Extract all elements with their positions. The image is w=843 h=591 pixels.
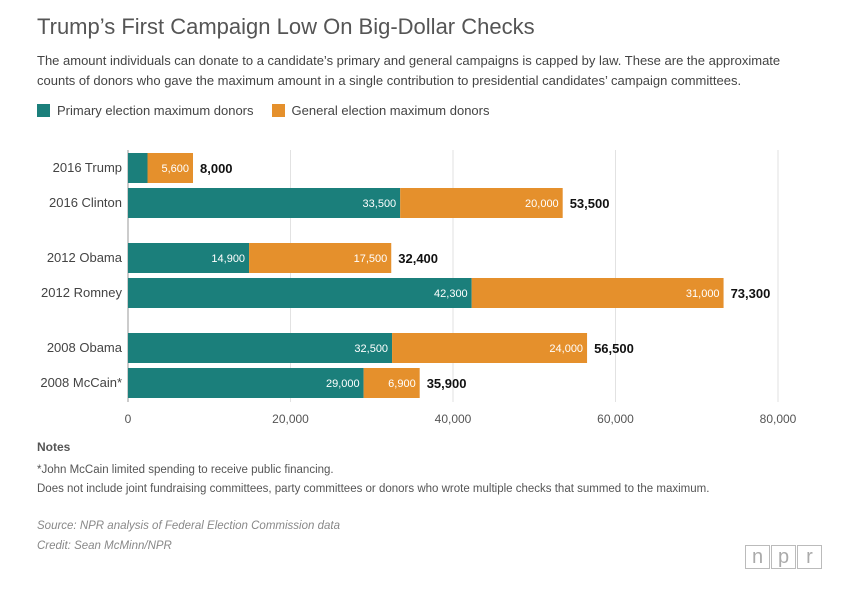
category-label: 2008 McCain*: [40, 375, 122, 390]
bar-general: [147, 153, 193, 183]
x-tick-label: 40,000: [435, 412, 472, 426]
note-line-1: *John McCain limited spending to receive…: [37, 464, 334, 476]
chart-subtitle: The amount individuals can donate to a c…: [37, 53, 781, 88]
npr-logo-letter-r: r: [797, 545, 822, 569]
total-label: 53,500: [570, 196, 610, 211]
data-label-primary: 33,500: [363, 198, 397, 210]
note-line-2: Does not include joint fundraising commi…: [37, 483, 710, 495]
legend: Primary election maximum donors General …: [37, 103, 508, 118]
total-label: 56,500: [594, 341, 634, 356]
total-label: 35,900: [427, 376, 467, 391]
category-label: 2008 Obama: [47, 340, 123, 355]
bar-primary: [128, 333, 393, 363]
x-tick-label: 0: [125, 412, 132, 426]
legend-item-primary: Primary election maximum donors: [37, 103, 254, 118]
x-tick-label: 20,000: [272, 412, 309, 426]
category-label: 2012 Romney: [41, 285, 122, 300]
npr-logo: n p r: [745, 545, 823, 569]
data-label-primary: 29,000: [326, 378, 360, 390]
x-tick-label: 60,000: [597, 412, 634, 426]
bar-primary: [128, 153, 148, 183]
bar-general: [392, 333, 588, 363]
legend-item-general: General election maximum donors: [271, 103, 490, 118]
total-label: 8,000: [200, 161, 233, 176]
chart-title: Trump’s First Campaign Low On Big-Dollar…: [37, 14, 535, 39]
data-label-primary: 32,500: [354, 343, 388, 355]
data-label-general: 24,000: [549, 343, 583, 355]
bar-primary: [128, 188, 401, 218]
total-label: 73,300: [731, 286, 771, 301]
bar-general: [400, 188, 563, 218]
bar-general: [471, 278, 724, 308]
notes-title: Notes: [37, 440, 71, 454]
data-label-general: 6,900: [388, 378, 416, 390]
bar-primary: [128, 368, 364, 398]
data-label-primary: 14,900: [211, 253, 245, 265]
legend-label-general: General election maximum donors: [291, 103, 490, 118]
npr-logo-letter-n: n: [745, 545, 770, 569]
npr-logo-letter-p: p: [771, 545, 796, 569]
legend-label-primary: Primary election maximum donors: [57, 103, 254, 118]
data-label-general: 17,500: [354, 253, 388, 265]
data-label-primary: 42,300: [434, 288, 468, 300]
x-tick-label: 80,000: [760, 412, 797, 426]
legend-swatch-primary: [37, 104, 50, 117]
bar-general: [249, 243, 392, 273]
data-label-general: 31,000: [686, 288, 720, 300]
category-label: 2016 Clinton: [49, 195, 122, 210]
category-label: 2012 Obama: [47, 250, 123, 265]
total-label: 32,400: [398, 251, 438, 266]
bar-chart: 0 20,000 40,000 60,000 80,000 2016 Trump 5,600…: [40, 150, 797, 426]
bar-primary: [128, 243, 250, 273]
credit-text: Credit: Sean McMinn/NPR: [37, 540, 172, 552]
bar-primary: [128, 278, 472, 308]
data-label-general: 20,000: [525, 198, 559, 210]
data-label-general: 5,600: [161, 163, 189, 175]
category-label: 2016 Trump: [53, 160, 122, 175]
legend-swatch-general: [271, 104, 285, 117]
bar-general: [363, 368, 420, 398]
source-text: Source: NPR analysis of Federal Election…: [37, 520, 340, 532]
